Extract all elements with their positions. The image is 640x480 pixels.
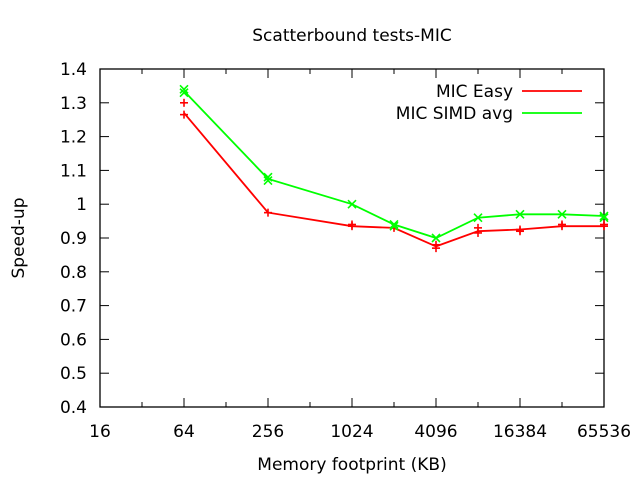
plus-marker	[474, 223, 482, 232]
y-tick-label: 0.8	[60, 263, 87, 283]
cross-marker	[599, 211, 609, 221]
y-tick-label: 0.9	[60, 229, 87, 249]
plus-marker	[348, 220, 356, 229]
x-tick-label: 1024	[330, 422, 373, 442]
cross-marker	[179, 88, 189, 98]
x-tick-label: 4096	[414, 422, 457, 442]
series-mic-easy	[180, 98, 608, 253]
cross-marker	[263, 175, 273, 186]
cross-marker	[515, 209, 525, 219]
series-mic-simd-avg	[179, 84, 609, 243]
axes: 0.4 0.5 0.6 0.7 0.8 0.9 1 1.1 1.2 1.3 1.4 16 64 256 10…	[60, 60, 631, 442]
plus-marker	[516, 225, 524, 234]
y-tick-label: 1	[76, 195, 87, 215]
series-layer	[179, 84, 609, 253]
plot-frame	[99, 68, 605, 408]
cross-marker	[347, 199, 357, 209]
plus-marker	[180, 110, 188, 119]
legend-label: MIC SIMD avg	[396, 104, 513, 124]
y-tick-label: 1.2	[60, 128, 87, 148]
cross-marker	[557, 209, 567, 219]
legend-label: MIC Easy	[436, 82, 513, 102]
plus-marker	[264, 208, 272, 217]
plus-marker	[180, 98, 188, 107]
cross-marker	[431, 233, 441, 243]
x-axis-label: Memory footprint (KB)	[257, 455, 446, 475]
plus-marker	[558, 220, 566, 229]
cross-marker	[389, 219, 399, 230]
plus-marker	[432, 240, 440, 249]
y-tick-label: 0.4	[60, 398, 87, 418]
cross-marker	[473, 213, 483, 223]
cross-marker	[263, 172, 273, 182]
y-tick-label: 0.7	[60, 297, 87, 317]
x-tick-label: 16384	[493, 422, 547, 442]
y-tick-label: 1.1	[60, 161, 87, 181]
x-tick-label: 64	[173, 422, 195, 442]
cross-marker	[599, 213, 609, 223]
y-tick-label: 1.3	[60, 94, 87, 114]
x-tick-label: 65536	[577, 422, 631, 442]
y-tick-label: 0.6	[60, 330, 87, 350]
y-tick-label: 1.4	[60, 60, 87, 80]
x-tick-label: 256	[252, 422, 284, 442]
x-tick-label: 16	[89, 422, 111, 442]
y-tick-label: 0.5	[60, 364, 87, 384]
plus-marker	[600, 220, 608, 229]
cross-marker	[179, 84, 189, 94]
y-axis-label: Speed-up	[9, 198, 29, 279]
cross-marker	[389, 221, 399, 231]
chart-title: Scatterbound tests-MIC	[252, 26, 451, 46]
